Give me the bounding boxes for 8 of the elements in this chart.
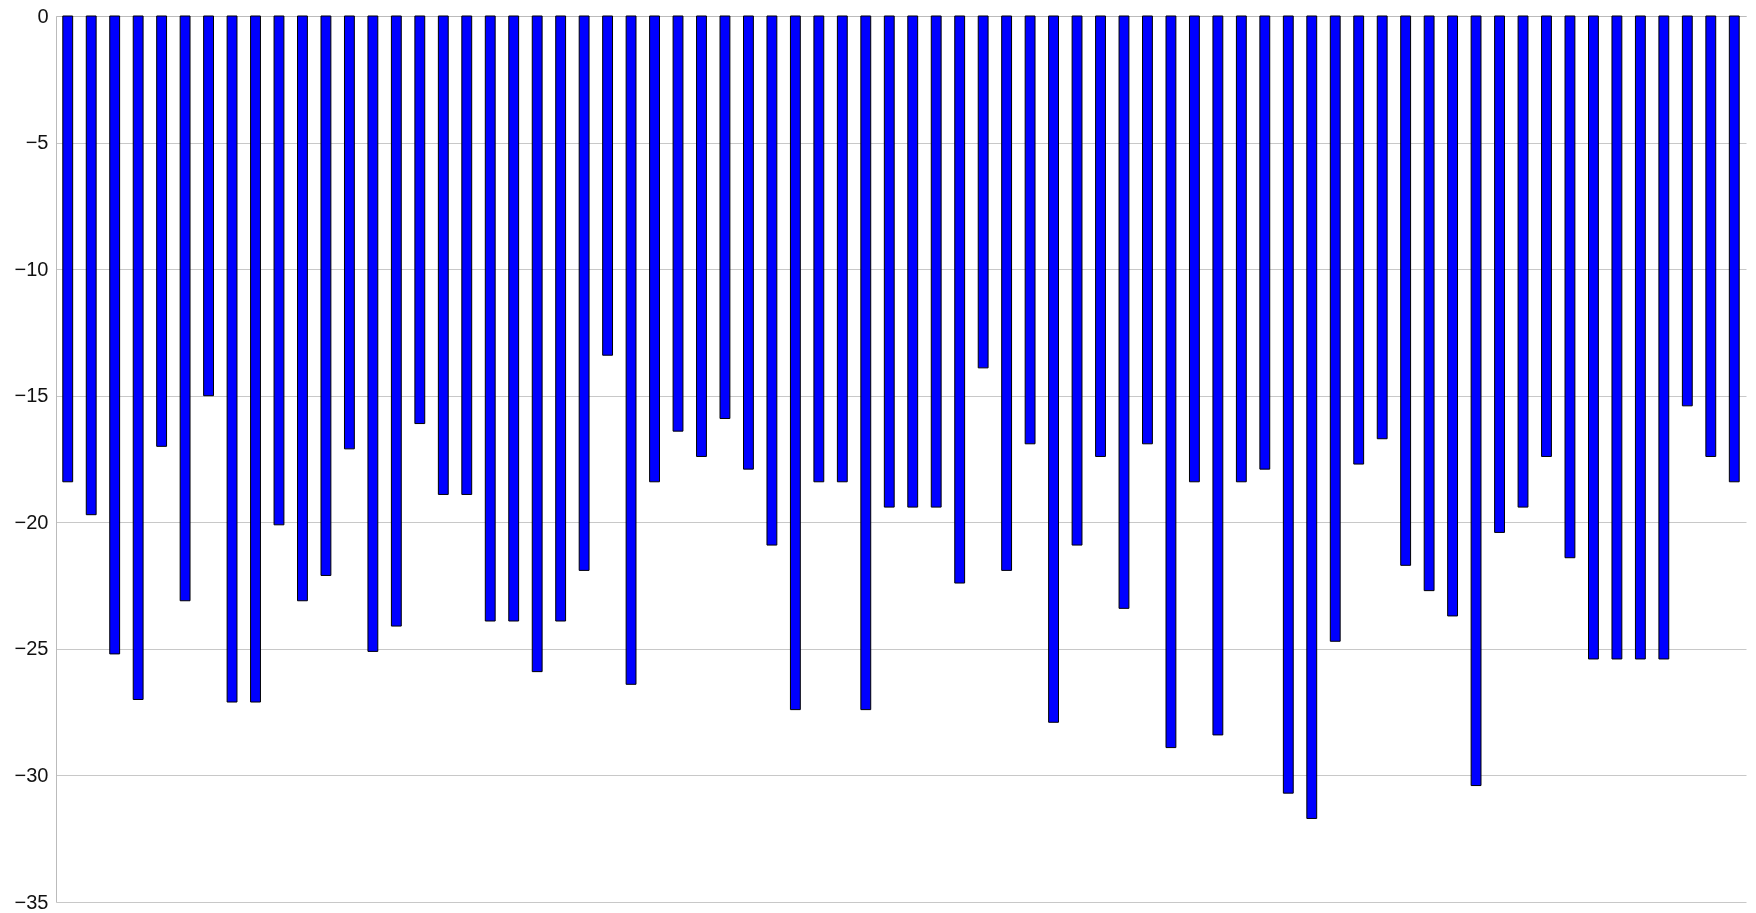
y-tick-label: 0 xyxy=(37,4,49,27)
y-tick-label: −20 xyxy=(14,510,49,533)
y-tick-label: −30 xyxy=(14,763,49,786)
y-tick-label: −5 xyxy=(25,131,49,154)
y-tick-label: −15 xyxy=(14,384,49,407)
y-tick-label: −35 xyxy=(14,890,49,913)
y-tick-label: −10 xyxy=(14,257,49,280)
y-tick-label: −25 xyxy=(14,637,49,660)
